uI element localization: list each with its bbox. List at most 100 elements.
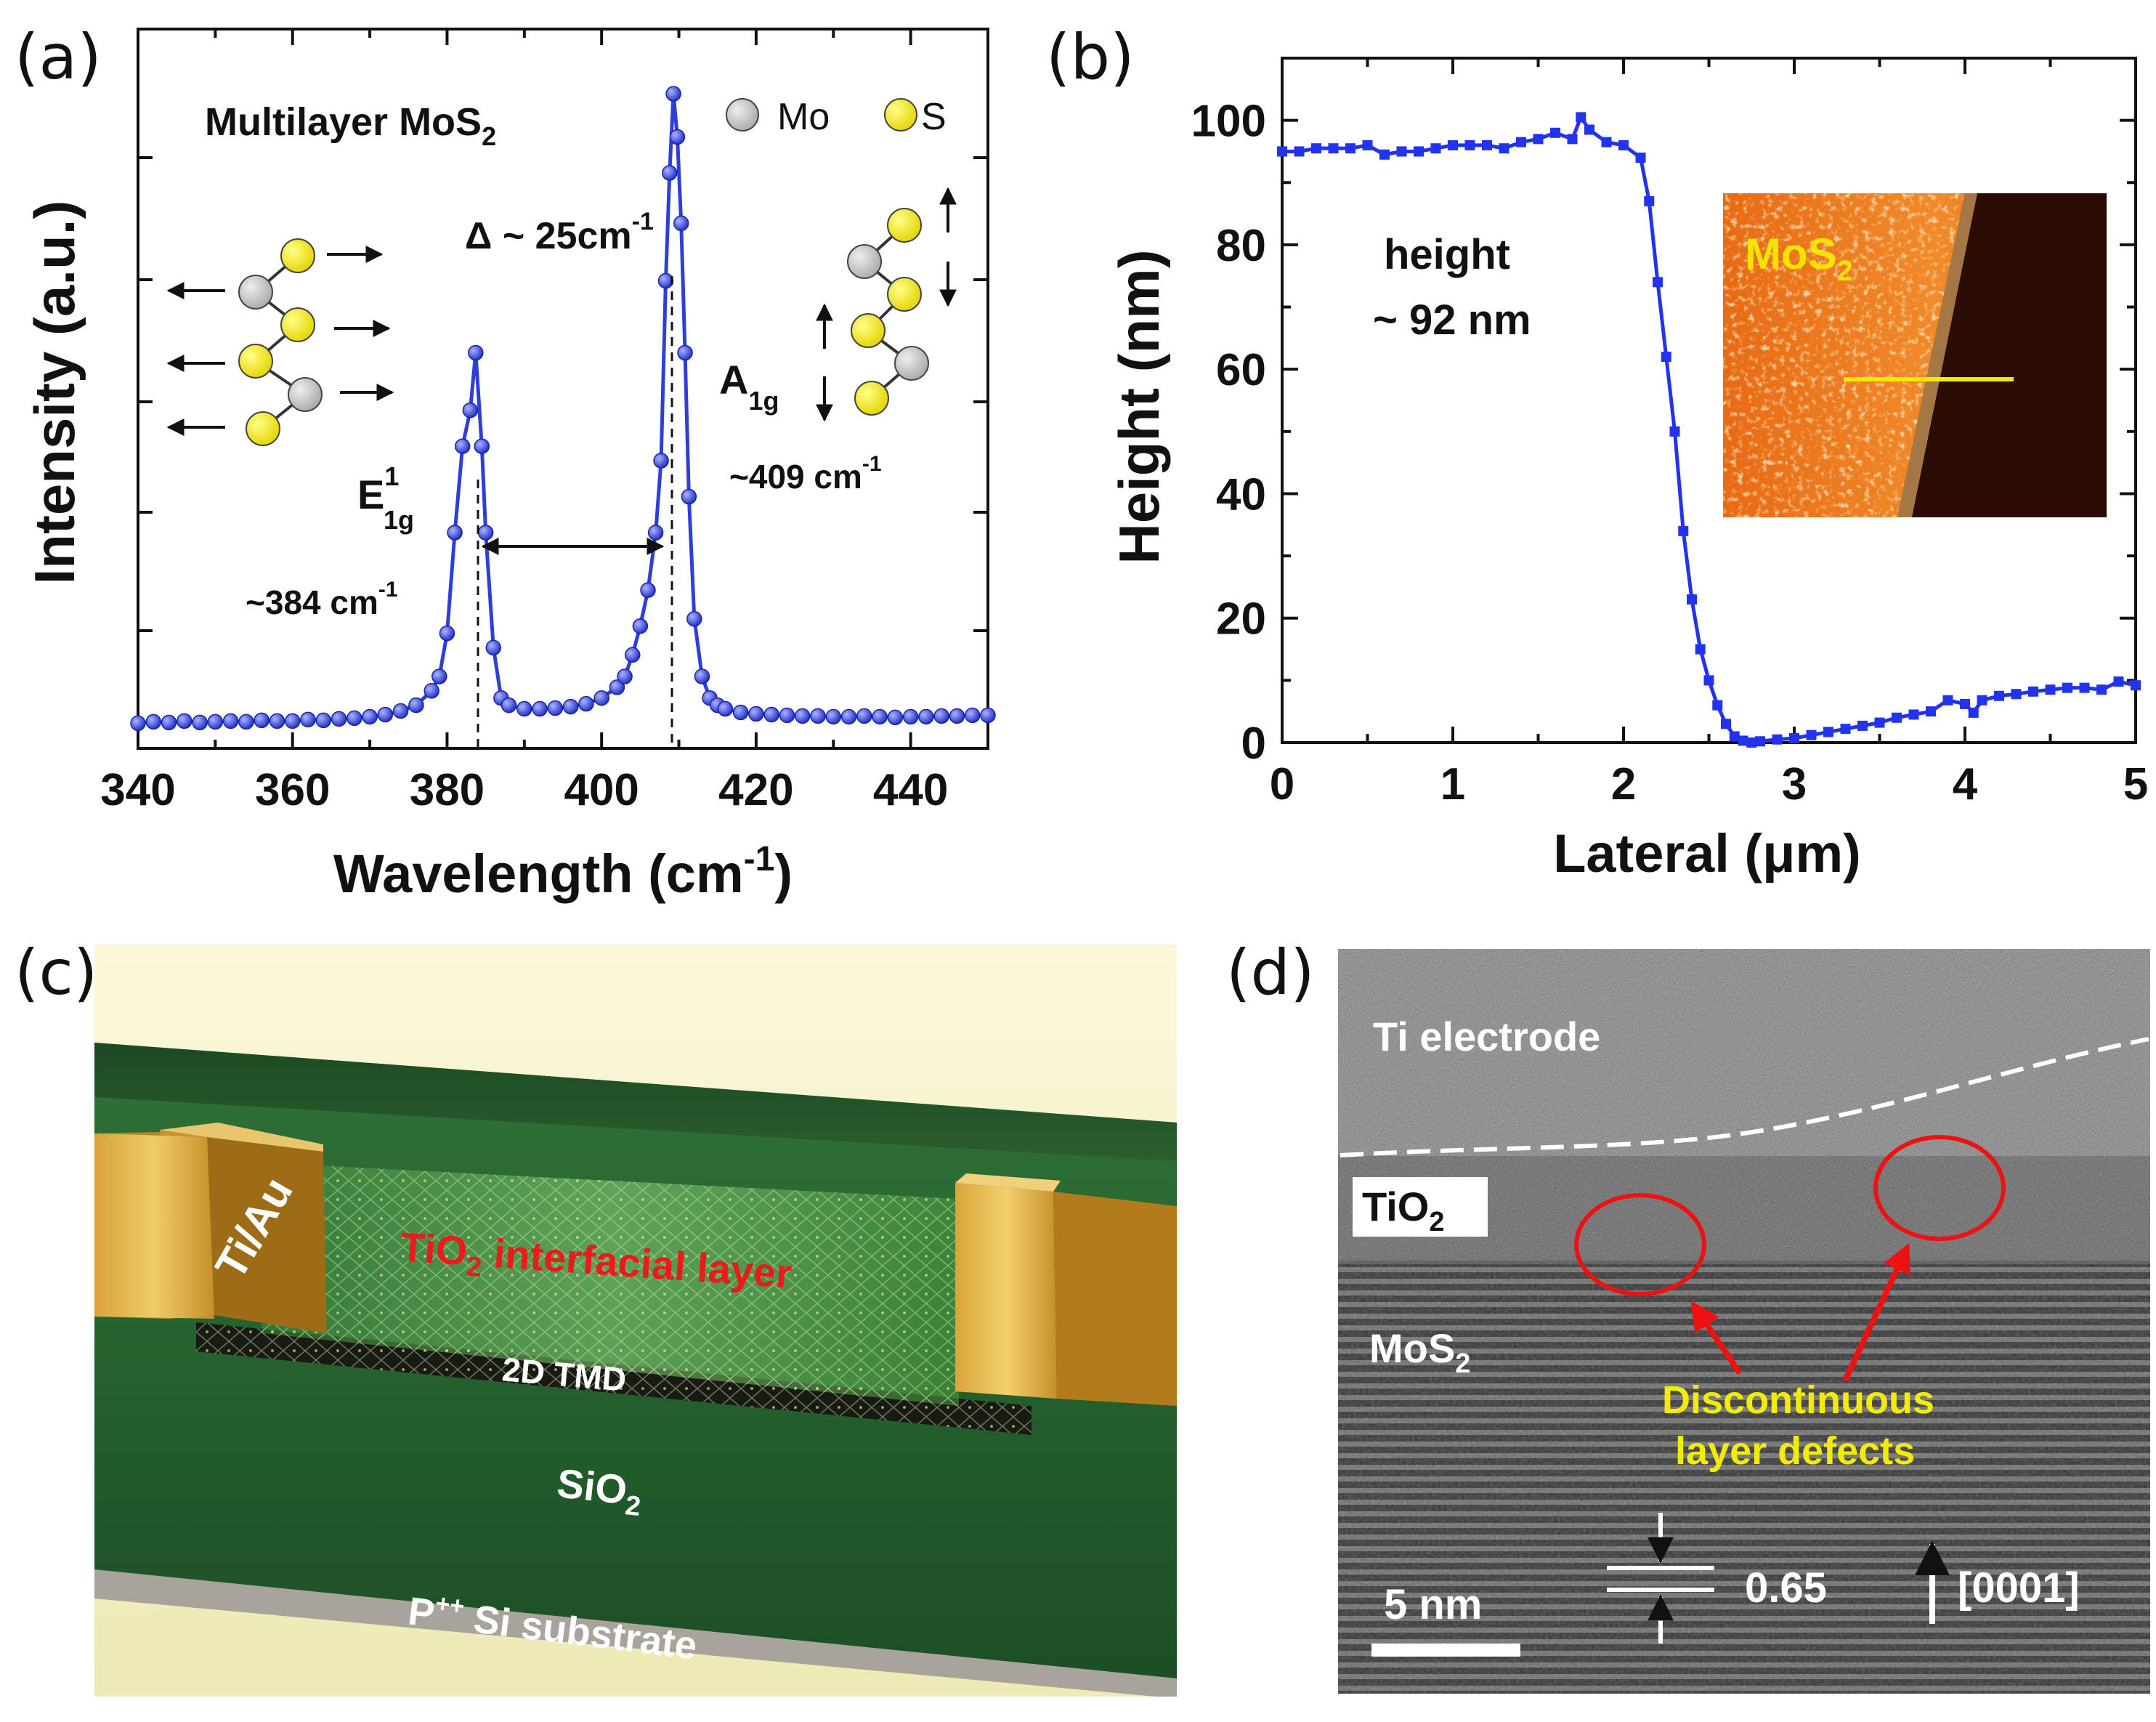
raman-point	[673, 215, 689, 232]
raman-point	[431, 668, 447, 684]
raman-point	[474, 438, 490, 454]
height-profile-point	[1601, 137, 1612, 147]
raman-point	[408, 697, 424, 714]
raman-point	[933, 708, 949, 724]
ti-electrode-label: Ti electrode	[1373, 1014, 1600, 1059]
height-profile-point	[1328, 143, 1339, 154]
raman-point	[949, 708, 965, 724]
defect-label-line2: layer defects	[1675, 1429, 1915, 1473]
height-profile-point	[1576, 112, 1586, 123]
height-profile-point	[2131, 680, 2141, 691]
raman-point	[346, 710, 362, 727]
raman-point	[964, 707, 981, 724]
defect-circle-left	[1574, 1193, 1706, 1296]
height-profile-point	[1806, 729, 1817, 740]
height-profile-point	[1448, 140, 1458, 150]
height-profile-point	[1499, 143, 1509, 154]
height-profile-point	[1635, 153, 1646, 163]
height-profile-point	[1661, 352, 1671, 363]
raman-point	[732, 704, 749, 721]
panel-a: (a) 340 360 380 400 420 440 Intensity (a.u.) …	[15, 21, 996, 904]
x-tick-label: 360	[255, 765, 330, 815]
raman-point	[632, 618, 649, 634]
panel-c-label: (c)	[15, 937, 97, 1009]
legend-s-label: S	[921, 96, 947, 138]
raman-point	[547, 700, 564, 716]
raman-point	[145, 714, 162, 730]
raman-point	[130, 715, 146, 732]
raman-point	[392, 703, 409, 719]
defect-arrow-right	[1842, 1242, 1910, 1382]
a1g-mode-schematic	[816, 187, 957, 422]
raman-point	[677, 344, 693, 361]
raman-point	[669, 129, 686, 145]
panel-b-y-axis-title: Height (nm)	[1107, 249, 1171, 564]
raman-point	[694, 668, 710, 684]
height-profile-point	[1294, 146, 1305, 157]
x-tick-label: 1	[1440, 759, 1465, 809]
raman-point	[254, 712, 270, 729]
raman-point	[578, 695, 594, 712]
legend-s-marker	[884, 98, 917, 132]
raman-point	[681, 488, 697, 505]
height-profile-point	[1482, 140, 1492, 150]
height-profile-point	[1746, 737, 1757, 748]
height-profile-point	[1687, 594, 1697, 605]
a1g-position: ~409 cm-1	[729, 452, 882, 496]
height-profile-point	[1874, 717, 1885, 728]
height-profile-point	[1550, 127, 1560, 138]
raman-point	[468, 344, 484, 361]
raman-point	[192, 714, 208, 731]
height-profile-point	[2028, 686, 2038, 697]
height-profile-point	[1414, 146, 1424, 157]
x-tick-label: 0	[1270, 759, 1294, 809]
height-profile-point	[1789, 733, 1799, 744]
tio2-label-box	[1353, 1177, 1488, 1237]
height-profile-point	[1968, 707, 1979, 718]
height-annotation-label: height	[1384, 231, 1510, 278]
raman-point	[423, 683, 439, 699]
raman-point	[532, 700, 548, 717]
height-profile-point	[1695, 644, 1706, 655]
height-profile-point	[2045, 684, 2056, 695]
raman-point	[300, 711, 316, 728]
raman-point	[377, 706, 394, 723]
raman-point	[269, 713, 285, 729]
panel-b: (b) 0 1 2 3 4 5 0 20 40 60 80 100 Height (nm) Late…	[1046, 21, 2148, 884]
height-profile-point	[1644, 195, 1655, 206]
raman-point	[825, 708, 842, 725]
panel-a-label: (a)	[15, 21, 102, 94]
height-profile-point	[1977, 695, 1987, 706]
raman-point	[447, 525, 463, 541]
raman-point	[662, 165, 678, 181]
height-profile-point	[2079, 682, 2090, 693]
raman-point	[657, 272, 674, 289]
x-tick-label: 420	[718, 765, 793, 815]
raman-point	[477, 525, 494, 541]
e1g-position: ~384 cm-1	[246, 578, 398, 621]
height-profile-point	[1345, 143, 1355, 154]
raman-point	[177, 713, 192, 729]
x-tick-label: 400	[564, 765, 639, 815]
raman-point	[840, 708, 857, 725]
panel-a-series	[130, 86, 996, 732]
height-profile-point	[2062, 682, 2072, 693]
height-profile-point	[1840, 724, 1851, 735]
y-tick-label: 40	[1216, 469, 1266, 520]
height-profile-point	[1669, 426, 1680, 437]
x-tick-label: 4	[1953, 759, 1978, 809]
height-profile-point	[1712, 700, 1723, 711]
raman-point	[315, 712, 332, 729]
afm-inset-label: MoS2	[1745, 230, 1853, 287]
raman-point	[462, 402, 479, 419]
x-tick-label: 3	[1782, 759, 1807, 809]
height-profile-point	[1464, 140, 1475, 150]
panel-b-x-axis-title: Lateral (μm)	[1553, 823, 1861, 884]
y-tick-label: 80	[1216, 221, 1266, 271]
panel-b-label: (b)	[1046, 21, 1135, 94]
height-profile-point	[1755, 736, 1765, 747]
e1g-label: E1 1g	[357, 461, 414, 535]
raman-point	[593, 690, 609, 706]
raman-point	[665, 86, 681, 102]
